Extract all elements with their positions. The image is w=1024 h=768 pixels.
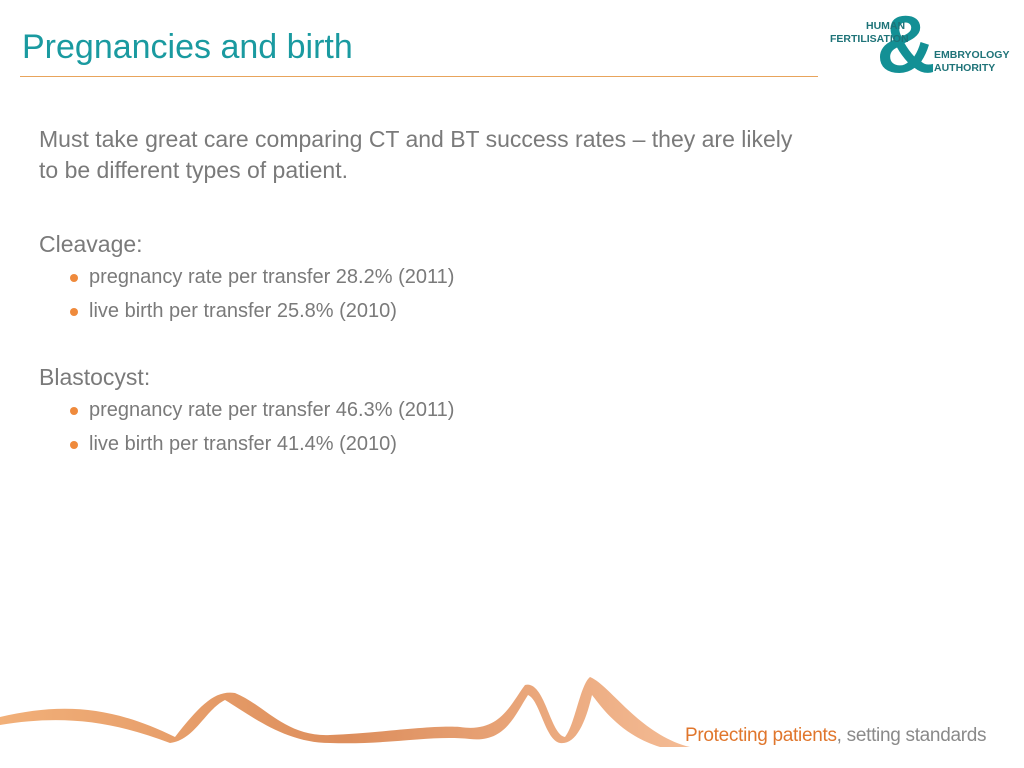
bullet-dot (70, 274, 78, 282)
footer-tagline: Protecting patients, setting standards (685, 725, 987, 747)
section: Blastocyst: pregnancy rate per transfer 4… (39, 361, 799, 461)
bullet-dot (70, 407, 78, 415)
bullet-item: pregnancy rate per transfer 46.3% (2011) (39, 393, 799, 427)
logo: & HUMAN FERTILISATION EMBRYOLOGY AUTHORI… (830, 14, 1009, 90)
title-rule (20, 76, 818, 77)
bullet-dot (70, 308, 78, 316)
bullet-item: live birth per transfer 41.4% (2010) (39, 427, 799, 461)
slide-title: Pregnancies and birth (22, 28, 353, 66)
bullet-item: live birth per transfer 25.8% (2010) (39, 294, 799, 328)
ribbon-decoration (0, 677, 690, 747)
logo-symbol: & (876, 14, 935, 90)
bullet-text: live birth per transfer 25.8% (2010) (89, 300, 397, 322)
ribbon (0, 677, 690, 747)
bullet-text: live birth per transfer 41.4% (2010) (89, 433, 397, 455)
section-heading: Cleavage: (39, 231, 143, 257)
bullet-text: pregnancy rate per transfer 28.2% (2011) (89, 266, 455, 288)
section-list: Cleavage: pregnancy rate per transfer 28.… (39, 228, 799, 494)
section: Cleavage: pregnancy rate per transfer 28.… (39, 228, 799, 328)
intro-text: Must take great care comparing CT and BT… (39, 126, 793, 183)
footer-rest: , setting standards (836, 725, 987, 746)
logo-line: HUMAN (866, 20, 905, 32)
bullet-dot (70, 441, 78, 449)
logo-line: EMBRYOLOGY (934, 49, 1009, 61)
footer-strong: Protecting patients (685, 725, 837, 746)
logo-line: FERTILISATION (830, 33, 909, 45)
bullet-item: pregnancy rate per transfer 28.2% (2011) (39, 260, 799, 294)
logo-line: AUTHORITY (934, 62, 995, 74)
bullet-text: pregnancy rate per transfer 46.3% (2011) (89, 399, 455, 421)
section-heading: Blastocyst: (39, 364, 151, 390)
